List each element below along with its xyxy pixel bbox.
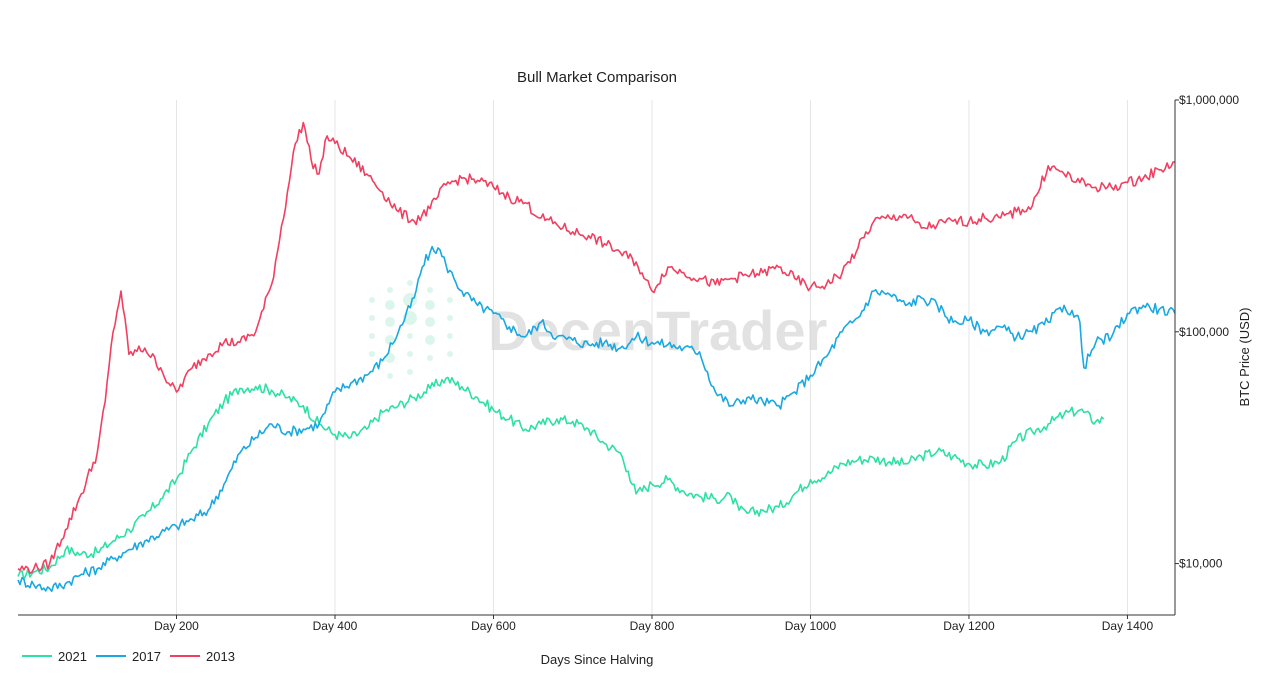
legend-label-2017: 2017 <box>132 649 161 664</box>
watermark-dot <box>425 317 435 327</box>
x-tick-label: Day 1200 <box>943 619 995 633</box>
watermark-dot <box>387 287 393 293</box>
x-tick-label: Day 400 <box>313 619 358 633</box>
watermark-logo: DecenTrader <box>369 280 827 379</box>
watermark-dot <box>407 333 413 339</box>
legend-label-2021: 2021 <box>58 649 87 664</box>
watermark-dot <box>385 317 395 327</box>
watermark-dot <box>447 351 453 357</box>
watermark-dot <box>369 351 375 357</box>
axes <box>18 100 1176 616</box>
watermark-text: DecenTrader <box>488 299 827 362</box>
watermark-dot <box>425 335 435 345</box>
y-tick-label: $10,000 <box>1179 557 1223 571</box>
y-tick-label: $1,000,000 <box>1179 93 1239 107</box>
x-tick-label: Day 600 <box>471 619 516 633</box>
series-line-2017 <box>17 245 1176 592</box>
watermark-dot <box>403 293 417 307</box>
y-ticks: $10,000 $100,000 $1,000,000 <box>1175 93 1239 571</box>
chart-title: Bull Market Comparison <box>517 69 677 86</box>
series-line-2013 <box>17 121 1176 575</box>
legend: 2021 2017 2013 <box>22 649 235 664</box>
series-line-2021 <box>17 376 1105 580</box>
watermark-dot <box>369 315 375 321</box>
watermark-dot <box>427 355 433 361</box>
watermark-dot <box>447 315 453 321</box>
watermark-dot <box>407 351 413 357</box>
watermark-dot <box>447 333 453 339</box>
y-axis-title: BTC Price (USD) <box>1237 308 1252 407</box>
watermark-dot <box>387 373 393 379</box>
watermark-dot <box>427 287 433 293</box>
watermark-dot <box>369 333 375 339</box>
watermark-dot <box>407 369 413 375</box>
legend-label-2013: 2013 <box>206 649 235 664</box>
watermark-dot <box>369 297 375 303</box>
x-tick-label: Day 1000 <box>785 619 837 633</box>
x-tick-label: Day 200 <box>154 619 199 633</box>
watermark-dot <box>407 280 413 286</box>
watermark-dot <box>385 300 395 310</box>
watermark-dot <box>447 297 453 303</box>
watermark-dot <box>385 335 395 345</box>
x-tick-label: Day 1400 <box>1102 619 1154 633</box>
x-axis-title: Days Since Halving <box>541 652 654 667</box>
y-tick-label: $100,000 <box>1179 325 1229 339</box>
x-tick-label: Day 800 <box>630 619 675 633</box>
watermark-dot <box>425 300 435 310</box>
x-ticks: Day 200 Day 400 Day 600 Day 800 Day 1000 Day … <box>154 615 1153 633</box>
series-lines <box>17 121 1176 592</box>
